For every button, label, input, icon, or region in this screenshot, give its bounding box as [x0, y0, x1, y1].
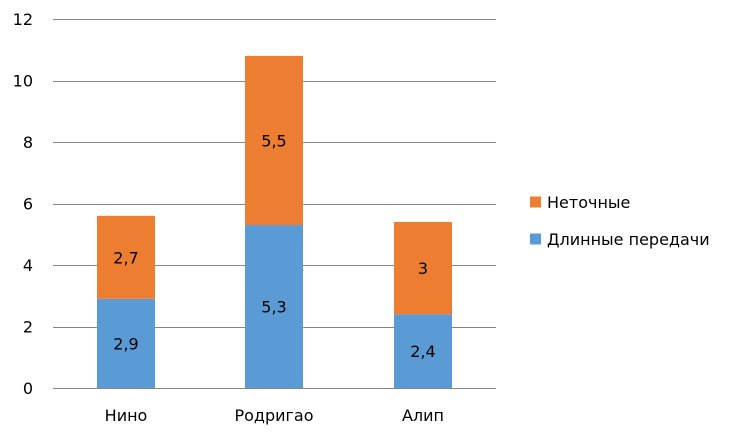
- bar-segment: [97, 215, 155, 299]
- data-label: 2,9: [113, 334, 138, 353]
- bar-segment: [97, 298, 155, 388]
- data-label: 5,3: [261, 298, 286, 317]
- x-category-label: Родригао: [234, 406, 313, 425]
- y-axis-ticks: 0 2 4 6 8 10 12: [13, 10, 33, 398]
- x-category-label: Алип: [402, 406, 444, 425]
- bar-segment: [394, 314, 452, 388]
- y-tick-label: 8: [23, 133, 33, 152]
- x-category-label: Нино: [105, 406, 148, 425]
- data-label: 2,4: [410, 342, 435, 361]
- bar-segment: [245, 225, 303, 388]
- y-tick-label: 0: [23, 379, 33, 398]
- legend-label: Длинные передачи: [547, 230, 710, 249]
- bar-segment: [394, 221, 452, 315]
- y-tick-label: 6: [23, 195, 33, 214]
- bar-segment: [245, 55, 303, 226]
- y-tick-label: 4: [23, 256, 33, 275]
- y-tick-label: 2: [23, 318, 33, 337]
- data-label: 5,5: [261, 131, 286, 150]
- bars: 2,9 2,7 5,3 5,5 2,4 3: [97, 55, 452, 388]
- data-label: 3: [418, 259, 428, 278]
- y-tick-label: 12: [13, 10, 33, 29]
- y-tick-label: 10: [13, 72, 33, 91]
- legend-swatch: [530, 196, 541, 208]
- legend-swatch: [530, 233, 541, 245]
- legend-label: Неточные: [547, 193, 630, 212]
- data-label: 2,7: [113, 248, 138, 267]
- x-axis-categories: Нино Родригао Алип: [105, 406, 444, 425]
- legend: Неточные Длинные передачи: [530, 193, 710, 249]
